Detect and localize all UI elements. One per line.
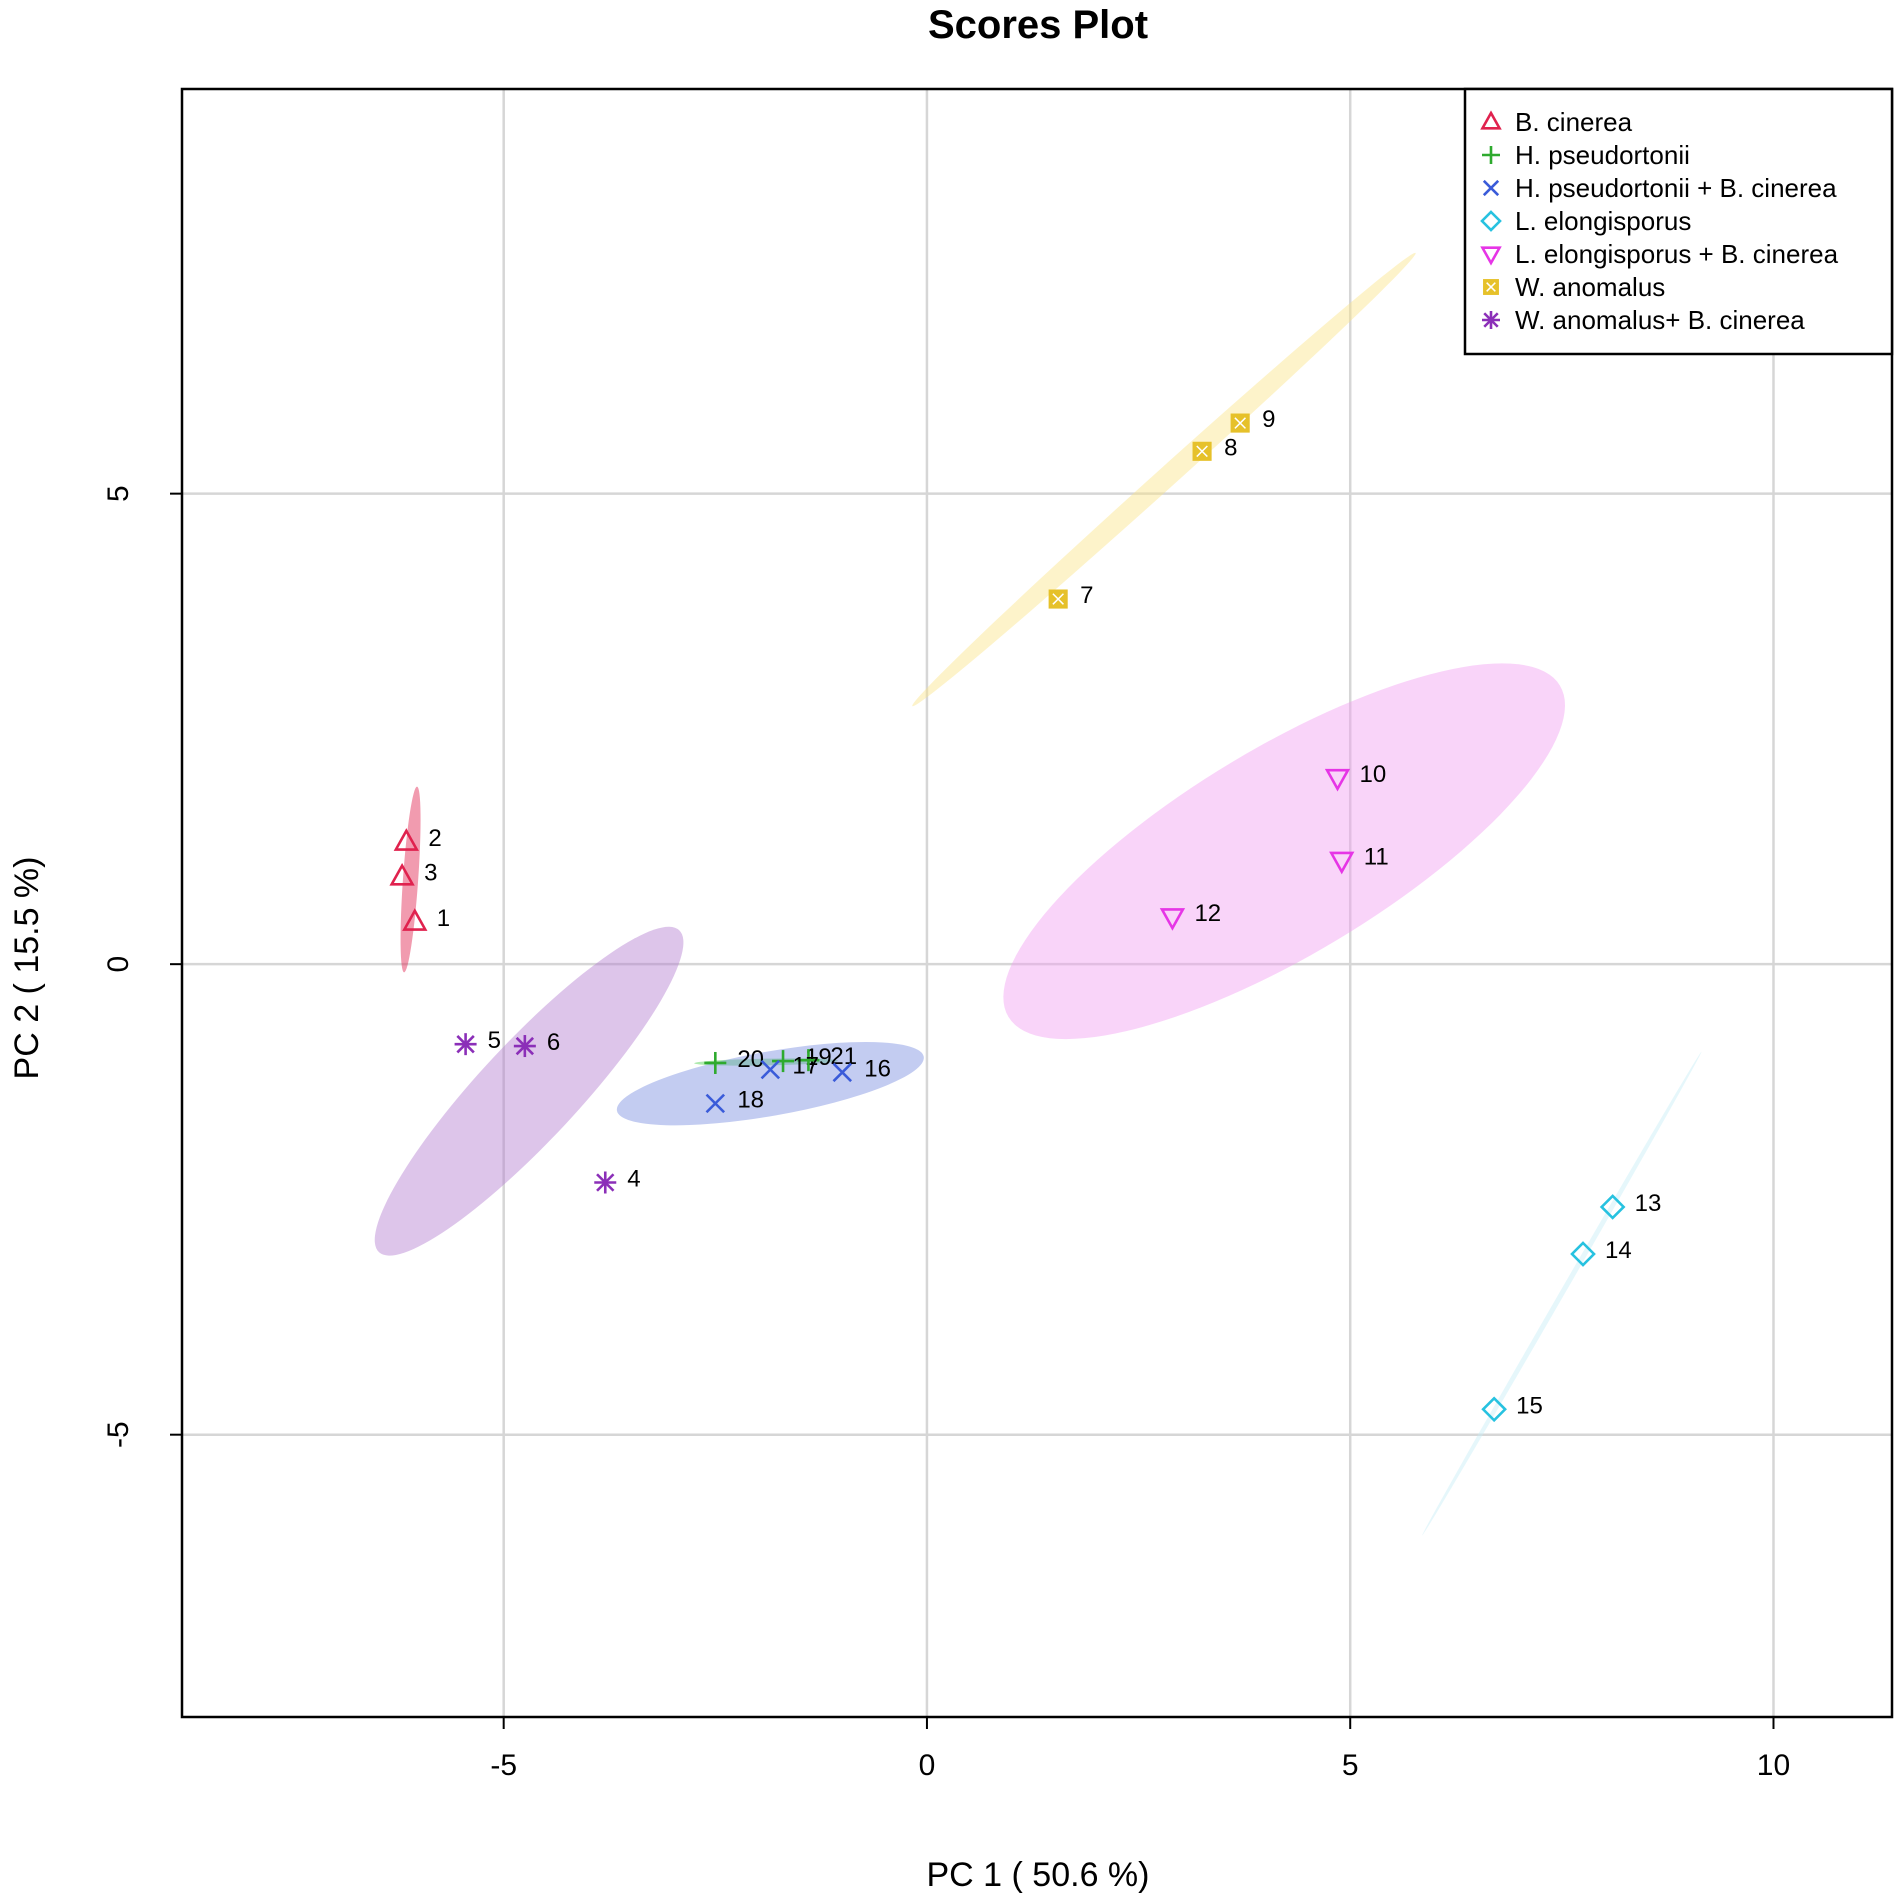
legend-marker (1482, 311, 1500, 329)
point-label: 12 (1194, 900, 1221, 927)
y-tick-label: -5 (102, 1421, 135, 1448)
x-tick-label: 5 (1342, 1749, 1359, 1782)
point-label: 5 (488, 1027, 501, 1054)
point-label: 16 (864, 1055, 891, 1082)
x-tick-label: -5 (490, 1749, 517, 1782)
point-label: 20 (737, 1046, 764, 1073)
point-label: 6 (547, 1029, 560, 1056)
legend-marker (1480, 246, 1502, 266)
y-tick-label: 0 (102, 956, 135, 973)
data-point (402, 908, 428, 931)
legend-box (1463, 87, 1894, 356)
confidence-ellipse (1422, 1051, 1702, 1536)
legend-entry-label: H. pseudortonii (1515, 140, 1690, 170)
legend-marker (1480, 110, 1502, 130)
legend-entry-label: B. cinerea (1515, 107, 1633, 137)
legend-entry-label: L. elongisporus (1515, 206, 1691, 236)
confidence-ellipse (1003, 663, 1566, 1040)
point-label: 17 (792, 1053, 819, 1080)
data-point (832, 1062, 853, 1083)
data-point (513, 1035, 536, 1058)
data-point (1324, 768, 1351, 792)
legend-entry-label: W. anomalus (1515, 272, 1665, 302)
y-tick-label: 5 (102, 485, 135, 502)
point-label: 8 (1224, 434, 1237, 461)
point-label: 7 (1080, 582, 1093, 609)
data-point (797, 1049, 820, 1072)
data-point (760, 1059, 781, 1080)
confidence-ellipse (616, 1042, 924, 1126)
data-point (772, 1050, 795, 1073)
data-point (389, 862, 415, 886)
point-label: 14 (1605, 1237, 1632, 1264)
data-point (1230, 413, 1250, 433)
data-point (1570, 1241, 1596, 1267)
data-point (594, 1171, 617, 1194)
data-point (1159, 908, 1186, 931)
legend-entry-label: H. pseudortonii + B. cinerea (1515, 173, 1837, 203)
confidence-ellipse (912, 252, 1416, 707)
legend-marker (1483, 279, 1499, 295)
point-label: 4 (627, 1165, 640, 1192)
data-point (454, 1033, 477, 1056)
point-label: 1 (437, 905, 450, 932)
data-point (1192, 441, 1212, 461)
point-label: 11 (1364, 844, 1389, 871)
plot-frame (180, 87, 1894, 1719)
x-axis-label: PC 1 ( 50.6 %) (927, 1856, 1150, 1894)
point-label: 10 (1360, 761, 1387, 788)
point-label: 9 (1262, 406, 1275, 433)
data-point (393, 828, 419, 851)
point-label: 3 (424, 860, 437, 887)
legend-marker (1482, 179, 1500, 197)
x-tick-label: 10 (1757, 1749, 1790, 1782)
data-point (1329, 851, 1355, 875)
legend-marker (1480, 210, 1502, 232)
data-point (1048, 589, 1068, 609)
plot-background (182, 89, 1892, 1717)
y-axis-label: PC 2 ( 15.5 %) (8, 857, 46, 1080)
legend-entry-label: W. anomalus+ B. cinerea (1515, 305, 1805, 335)
point-label: 2 (428, 825, 441, 852)
legend-entry-label: L. elongisporus + B. cinerea (1515, 239, 1839, 269)
chart-title: Scores Plot (928, 3, 1148, 47)
data-point (704, 1051, 727, 1074)
data-point (1481, 1396, 1507, 1423)
data-point (1599, 1194, 1626, 1220)
x-tick-label: 0 (919, 1749, 936, 1782)
confidence-ellipse (374, 926, 684, 1256)
legend-marker (1482, 146, 1500, 164)
point-label: 18 (737, 1086, 764, 1113)
point-label: 13 (1635, 1190, 1662, 1217)
data-point (705, 1093, 726, 1114)
point-label: 15 (1516, 1392, 1543, 1419)
